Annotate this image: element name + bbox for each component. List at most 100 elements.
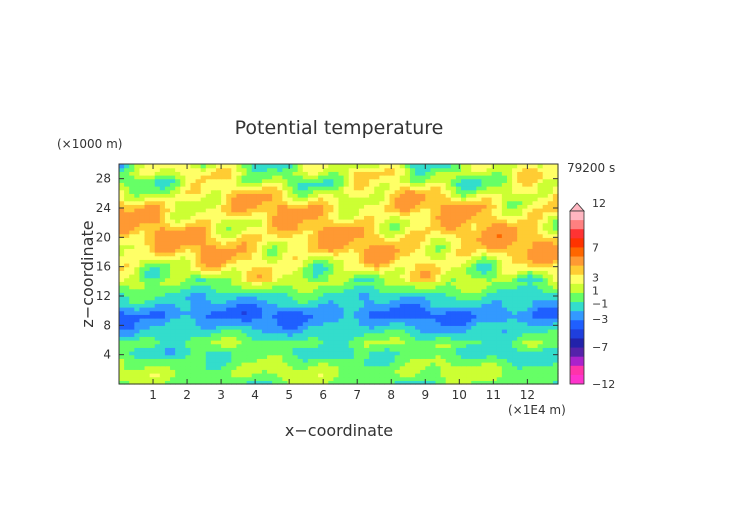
heatmap-cell [164, 362, 171, 367]
heatmap-cell [394, 365, 401, 370]
heatmap-cell [226, 307, 232, 312]
heatmap-cell [200, 263, 207, 268]
heatmap-cell [552, 189, 559, 194]
heatmap-cell [205, 233, 212, 238]
heatmap-cell [226, 351, 232, 356]
heatmap-cell [364, 332, 370, 337]
heatmap-cell [251, 178, 258, 183]
heatmap-cell [185, 303, 192, 308]
heatmap-cell [302, 310, 309, 315]
heatmap-cell [343, 208, 350, 213]
heatmap-cell [210, 314, 217, 319]
heatmap-cell [180, 285, 186, 290]
heatmap-cell [399, 376, 406, 381]
heatmap-cell [399, 189, 406, 194]
heatmap-cell [277, 281, 283, 286]
heatmap-cell [231, 362, 238, 367]
heatmap-cell [440, 321, 447, 326]
heatmap-cell [445, 215, 452, 220]
heatmap-cell [139, 241, 146, 246]
heatmap-cell [542, 303, 549, 308]
heatmap-cell [358, 252, 365, 257]
heatmap-cell [450, 204, 457, 209]
heatmap-cell [409, 244, 416, 249]
heatmap-cell [129, 329, 135, 334]
heatmap-cell [506, 255, 513, 260]
heatmap-cell [226, 288, 232, 293]
heatmap-cell [466, 248, 472, 253]
heatmap-cell [312, 211, 319, 216]
heatmap-cell [139, 244, 146, 249]
heatmap-cell [129, 211, 135, 216]
heatmap-cell [205, 299, 212, 304]
heatmap-cell [496, 373, 503, 378]
heatmap-cell [333, 208, 340, 213]
heatmap-cell [180, 237, 186, 242]
heatmap-cell [272, 270, 278, 275]
heatmap-cell [353, 259, 360, 264]
heatmap-cell [149, 321, 156, 326]
heatmap-cell [144, 340, 151, 345]
heatmap-cell [537, 204, 544, 209]
heatmap-cell [552, 325, 559, 330]
heatmap-cell [496, 307, 503, 312]
heatmap-cell [425, 321, 431, 326]
heatmap-cell [312, 259, 319, 264]
heatmap-cell [364, 340, 370, 345]
heatmap-cell [384, 186, 391, 191]
heatmap-cell [348, 211, 355, 216]
heatmap-cell [190, 292, 197, 297]
heatmap-cell [272, 277, 278, 282]
heatmap-cell [124, 230, 130, 235]
heatmap-cell [226, 369, 232, 374]
heatmap-cell [144, 248, 151, 253]
heatmap-cell [430, 241, 437, 246]
heatmap-cell [221, 193, 227, 198]
heatmap-cell [425, 233, 431, 238]
heatmap-cell [471, 248, 477, 253]
heatmap-cell [267, 380, 273, 385]
heatmap-cell [215, 189, 222, 194]
heatmap-cell [522, 219, 528, 224]
heatmap-cell [164, 222, 171, 227]
heatmap-cell [517, 259, 523, 264]
heatmap-cell [496, 270, 503, 275]
heatmap-cell [455, 303, 462, 308]
heatmap-cell [348, 354, 355, 359]
heatmap-cell [364, 307, 370, 312]
heatmap-cell [129, 200, 135, 205]
heatmap-cell [527, 211, 534, 216]
heatmap-cell [374, 237, 380, 242]
heatmap-cell [496, 332, 503, 337]
heatmap-cell [144, 296, 151, 301]
heatmap-cell [210, 178, 217, 183]
heatmap-cell [491, 285, 498, 290]
heatmap-cell [328, 178, 334, 183]
heatmap-cell [450, 340, 457, 345]
heatmap-cell [420, 175, 426, 180]
heatmap-cell [231, 204, 238, 209]
heatmap-cell [542, 208, 549, 213]
heatmap-cell [481, 244, 488, 249]
heatmap-cell [384, 314, 391, 319]
heatmap-cell [144, 274, 151, 279]
heatmap-cell [379, 182, 386, 187]
heatmap-cell [205, 259, 212, 264]
heatmap-cell [476, 314, 483, 319]
heatmap-cell [215, 277, 222, 282]
heatmap-cell [318, 347, 324, 352]
heatmap-cell [154, 182, 161, 187]
heatmap-cell [134, 182, 141, 187]
heatmap-cell [338, 197, 345, 202]
heatmap-cell [292, 281, 299, 286]
heatmap-cell [292, 241, 299, 246]
heatmap-cell [251, 215, 258, 220]
heatmap-cell [512, 222, 518, 227]
heatmap-cell [547, 373, 554, 378]
heatmap-cell [394, 244, 401, 249]
heatmap-cell [445, 274, 452, 279]
heatmap-cell [384, 288, 391, 293]
heatmap-cell [364, 369, 370, 374]
heatmap-cell [496, 274, 503, 279]
heatmap-cell [476, 354, 483, 359]
